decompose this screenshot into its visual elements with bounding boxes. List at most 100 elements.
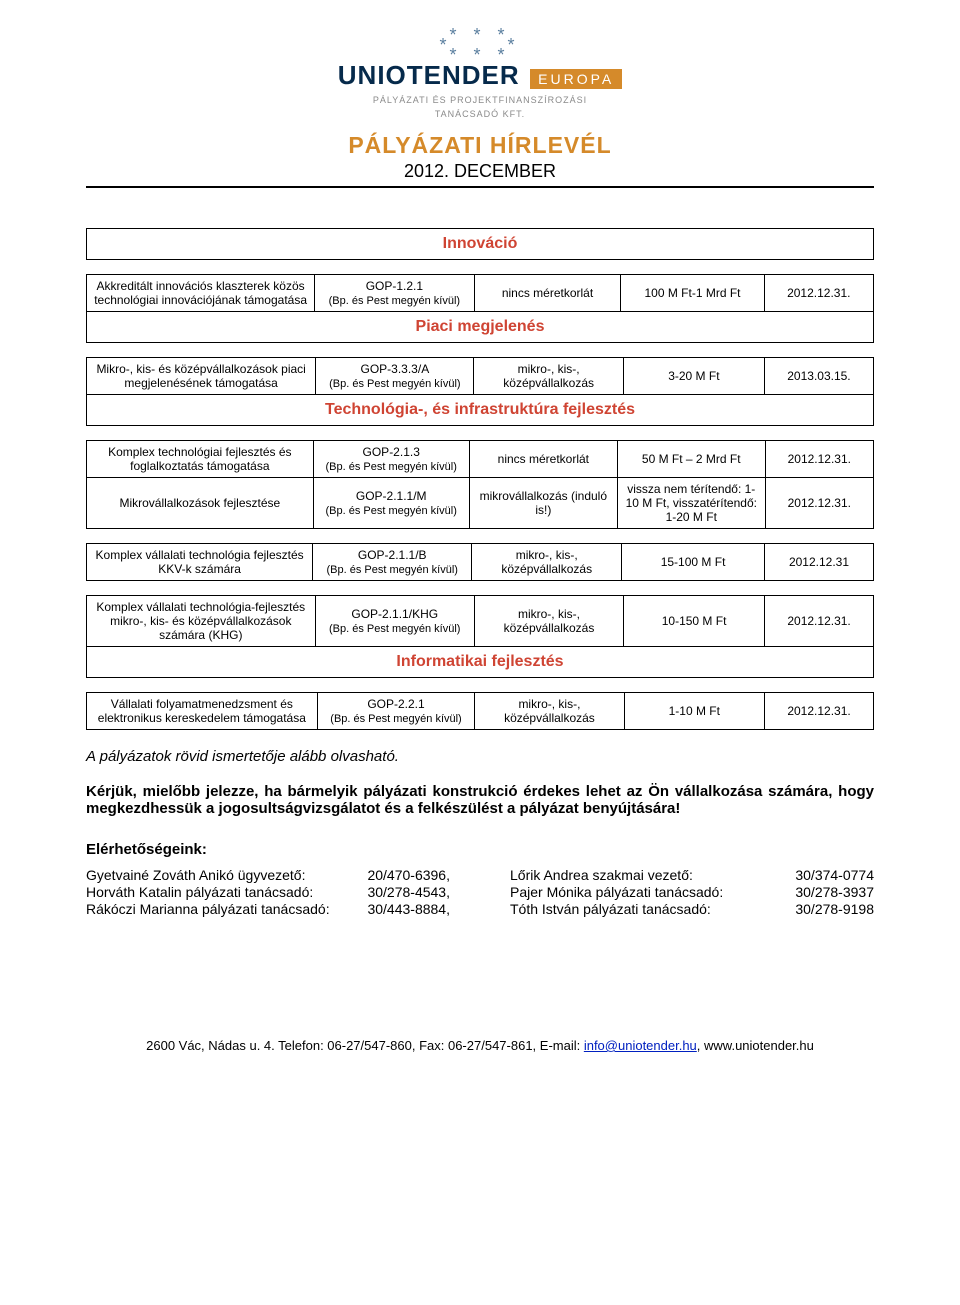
cell-code: GOP-2.1.3 (Bp. és Pest megyén kívül) bbox=[313, 441, 469, 478]
table-tech-2: Komplex vállalati technológia fejlesztés… bbox=[86, 543, 874, 581]
page-title: PÁLYÁZATI HÍRLEVÉL bbox=[86, 132, 874, 159]
contact-phone: 30/278-3937 bbox=[795, 884, 874, 900]
logo-wordmark: UNIOTENDER EUROPA bbox=[338, 60, 622, 91]
cell-date: 2012.12.31. bbox=[764, 275, 873, 312]
cell-name: Komplex vállalati technológia-fejlesztés… bbox=[87, 596, 316, 647]
footer: 2600 Vác, Nádas u. 4. Telefon: 06-27/547… bbox=[86, 1038, 874, 1053]
code-text: GOP-2.1.1/B bbox=[358, 548, 427, 562]
contact-row: Lőrik Andrea szakmai vezető: 30/374-0774 bbox=[510, 867, 874, 883]
bp-text: (Bp. és Pest megyén kívül) bbox=[329, 378, 460, 390]
bp-text: (Bp. és Pest megyén kívül) bbox=[326, 564, 457, 576]
cell-amount: 3-20 M Ft bbox=[623, 358, 764, 395]
logo: * * ** ** * * UNIOTENDER EUROPA PÁLYÁZAT… bbox=[338, 30, 622, 119]
contact-name: Lőrik Andrea szakmai vezető: bbox=[510, 867, 693, 883]
cell-date: 2012.12.31. bbox=[765, 693, 874, 730]
code-text: GOP-2.2.1 bbox=[367, 697, 424, 711]
cell-name: Mikro-, kis- és középvállalkozások piaci… bbox=[87, 358, 316, 395]
cell-limit: mikro-, kis-, középvállalkozás bbox=[475, 693, 624, 730]
cell-name: Mikrovállalkozások fejlesztése bbox=[87, 478, 314, 529]
cell-limit: mikro-, kis-, középvállalkozás bbox=[474, 358, 623, 395]
logo-stars-icon: * * ** ** * * bbox=[338, 30, 622, 60]
footer-text-1: 2600 Vác, Nádas u. 4. Telefon: 06-27/547… bbox=[146, 1038, 584, 1053]
cell-date: 2012.12.31. bbox=[765, 478, 873, 529]
table-row: Mikrovállalkozások fejlesztése GOP-2.1.1… bbox=[87, 478, 874, 529]
footer-text-2: , www.uniotender.hu bbox=[697, 1038, 814, 1053]
cell-limit: mikro-, kis-, középvállalkozás bbox=[472, 544, 622, 581]
footer-email-link[interactable]: info@uniotender.hu bbox=[584, 1038, 697, 1053]
contacts: Gyetvainé Zováth Anikó ügyvezető: 20/470… bbox=[86, 866, 874, 918]
contact-name: Rákóczi Marianna pályázati tanácsadó: bbox=[86, 901, 330, 917]
contact-row: Gyetvainé Zováth Anikó ügyvezető: 20/470… bbox=[86, 867, 450, 883]
page: * * ** ** * * UNIOTENDER EUROPA PÁLYÁZAT… bbox=[0, 0, 960, 1083]
table-row: Komplex vállalati technológia fejlesztés… bbox=[87, 544, 874, 581]
contact-phone: 30/443-8884, bbox=[367, 901, 450, 917]
code-text: GOP-2.1.1/KHG bbox=[351, 607, 438, 621]
table-row: Vállalati folyamatmenedzsment és elektro… bbox=[87, 693, 874, 730]
cell-amount: 100 M Ft-1 Mrd Ft bbox=[621, 275, 764, 312]
cell-amount: 50 M Ft – 2 Mrd Ft bbox=[617, 441, 765, 478]
section-head-tech: Technológia-, és infrastruktúra fejleszt… bbox=[87, 395, 873, 425]
contact-phone: 30/278-4543, bbox=[367, 884, 450, 900]
table-it: Vállalati folyamatmenedzsment és elektro… bbox=[86, 692, 874, 730]
section-innovation: Innováció bbox=[86, 228, 874, 260]
logo-text-mid: O bbox=[386, 60, 407, 90]
cell-code: GOP-2.1.1/B (Bp. és Pest megyén kívül) bbox=[313, 544, 472, 581]
section-head-market: Piaci megjelenés bbox=[87, 312, 873, 342]
cell-date: 2012.12.31 bbox=[764, 544, 873, 581]
cell-name: Komplex technológiai fejlesztés és fogla… bbox=[87, 441, 314, 478]
paragraph-contacts-head: Elérhetőségeink: bbox=[86, 841, 874, 858]
contacts-right-col: Lőrik Andrea szakmai vezető: 30/374-0774… bbox=[510, 866, 874, 918]
bp-text: (Bp. és Pest megyén kívül) bbox=[329, 623, 460, 635]
table-market: Mikro-, kis- és középvállalkozások piaci… bbox=[86, 357, 874, 395]
cell-limit: nincs méretkorlát bbox=[474, 275, 621, 312]
contact-row: Rákóczi Marianna pályázati tanácsadó: 30… bbox=[86, 901, 450, 917]
bp-text: (Bp. és Pest megyén kívül) bbox=[330, 713, 461, 725]
cell-limit: mikro-, kis-, középvállalkozás bbox=[474, 596, 623, 647]
bp-text: (Bp. és Pest megyén kívül) bbox=[329, 295, 460, 307]
cell-date: 2012.12.31. bbox=[765, 441, 873, 478]
cell-code: GOP-2.2.1 (Bp. és Pest megyén kívül) bbox=[317, 693, 475, 730]
contact-row: Horváth Katalin pályázati tanácsadó: 30/… bbox=[86, 884, 450, 900]
section-it: Informatikai fejlesztés bbox=[86, 647, 874, 678]
cell-limit: mikrovállalkozás (induló is!) bbox=[469, 478, 617, 529]
contact-name: Horváth Katalin pályázati tanácsadó: bbox=[86, 884, 313, 900]
cell-name: Komplex vállalati technológia fejlesztés… bbox=[87, 544, 313, 581]
contact-name: Pajer Mónika pályázati tanácsadó: bbox=[510, 884, 723, 900]
section-market: Piaci megjelenés bbox=[86, 312, 874, 343]
section-head-innovation: Innováció bbox=[87, 229, 873, 259]
paragraph-request: Kérjük, mielőbb jelezze, ha bármelyik pá… bbox=[86, 783, 874, 817]
cell-amount: 15-100 M Ft bbox=[622, 544, 765, 581]
section-head-it: Informatikai fejlesztés bbox=[87, 647, 873, 677]
paragraph-intro: A pályázatok rövid ismertetője alább olv… bbox=[86, 748, 874, 765]
contact-row: Pajer Mónika pályázati tanácsadó: 30/278… bbox=[510, 884, 874, 900]
code-text: GOP-3.3.3/A bbox=[361, 362, 430, 376]
code-text: GOP-1.2.1 bbox=[366, 279, 423, 293]
cell-code: GOP-2.1.1/M (Bp. és Pest megyén kívül) bbox=[313, 478, 469, 529]
contact-phone: 30/278-9198 bbox=[795, 901, 874, 917]
cell-code: GOP-2.1.1/KHG (Bp. és Pest megyén kívül) bbox=[315, 596, 474, 647]
bp-text: (Bp. és Pest megyén kívül) bbox=[325, 461, 456, 473]
contact-row: Tóth István pályázati tanácsadó: 30/278-… bbox=[510, 901, 874, 917]
table-tech-1: Komplex technológiai fejlesztés és fogla… bbox=[86, 440, 874, 529]
contact-name: Gyetvainé Zováth Anikó ügyvezető: bbox=[86, 867, 305, 883]
title-divider bbox=[86, 186, 874, 188]
cell-name: Vállalati folyamatmenedzsment és elektro… bbox=[87, 693, 318, 730]
cell-code: GOP-1.2.1 (Bp. és Pest megyén kívül) bbox=[315, 275, 474, 312]
cell-amount: 10-150 M Ft bbox=[624, 596, 765, 647]
logo-text-right: TENDER bbox=[407, 60, 520, 90]
cell-amount: vissza nem térítendő: 1-10 M Ft, visszat… bbox=[617, 478, 765, 529]
contact-phone: 20/470-6396, bbox=[367, 867, 450, 883]
logo-text-left: UNI bbox=[338, 60, 386, 90]
logo-subtitle-2: TANÁCSADÓ KFT. bbox=[338, 109, 622, 119]
cell-date: 2013.03.15. bbox=[764, 358, 873, 395]
code-text: GOP-2.1.1/M bbox=[356, 489, 427, 503]
table-row: Mikro-, kis- és középvállalkozások piaci… bbox=[87, 358, 874, 395]
cell-date: 2012.12.31. bbox=[765, 596, 874, 647]
code-text: GOP-2.1.3 bbox=[363, 445, 420, 459]
table-innovation: Akkreditált innovációs klaszterek közös … bbox=[86, 274, 874, 312]
logo-area: * * ** ** * * UNIOTENDER EUROPA PÁLYÁZAT… bbox=[86, 30, 874, 122]
section-tech: Technológia-, és infrastruktúra fejleszt… bbox=[86, 395, 874, 426]
logo-europa-badge: EUROPA bbox=[530, 69, 622, 89]
bp-text: (Bp. és Pest megyén kívül) bbox=[325, 505, 456, 517]
cell-code: GOP-3.3.3/A (Bp. és Pest megyén kívül) bbox=[316, 358, 474, 395]
